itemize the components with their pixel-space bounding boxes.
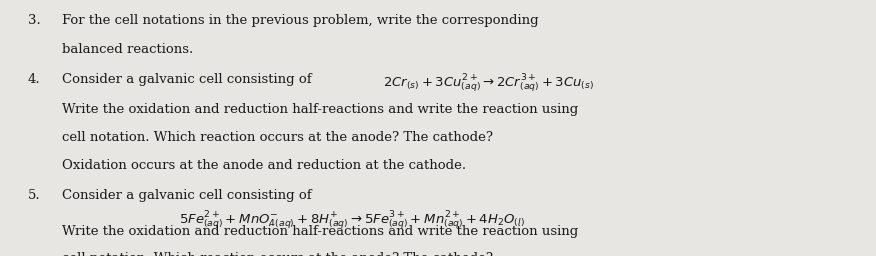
- Text: Oxidation occurs at the anode and reduction at the cathode.: Oxidation occurs at the anode and reduct…: [62, 159, 466, 172]
- Text: Consider a galvanic cell consisting of: Consider a galvanic cell consisting of: [62, 73, 316, 86]
- Text: $2Cr_{(s)} + 3Cu^{2+}_{(aq)} \rightarrow 2Cr^{3+}_{(aq)} + 3Cu_{(s)}$: $2Cr_{(s)} + 3Cu^{2+}_{(aq)} \rightarrow…: [383, 73, 594, 95]
- Text: For the cell notations in the previous problem, write the corresponding: For the cell notations in the previous p…: [62, 14, 539, 27]
- Text: Write the oxidation and reduction half-reactions and write the reaction using: Write the oxidation and reduction half-r…: [62, 225, 578, 238]
- Text: 3.: 3.: [28, 14, 40, 27]
- Text: Write the oxidation and reduction half-reactions and write the reaction using: Write the oxidation and reduction half-r…: [62, 103, 578, 116]
- Text: 5.: 5.: [28, 189, 40, 202]
- Text: $5Fe^{2+}_{(aq)} + MnO^{-}_{4(aq)} + 8H^{+}_{(aq)} \rightarrow 5Fe^{3+}_{(aq)} +: $5Fe^{2+}_{(aq)} + MnO^{-}_{4(aq)} + 8H^…: [180, 209, 525, 232]
- Text: 4.: 4.: [28, 73, 40, 86]
- Text: cell notation. Which reaction occurs at the anode? The cathode?: cell notation. Which reaction occurs at …: [62, 131, 493, 144]
- Text: cell notation. Which reaction occurs at the anode? The cathode?: cell notation. Which reaction occurs at …: [62, 252, 493, 256]
- Text: Consider a galvanic cell consisting of: Consider a galvanic cell consisting of: [62, 189, 312, 202]
- Text: balanced reactions.: balanced reactions.: [62, 43, 194, 56]
